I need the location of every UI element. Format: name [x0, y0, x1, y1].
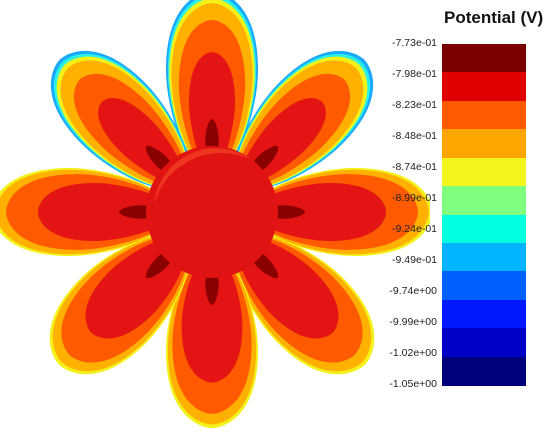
potential-contour-figure — [0, 0, 433, 429]
legend-tick-label: -7.98e-01 — [392, 68, 437, 80]
legend-swatch — [442, 242, 526, 272]
legend-tick-label: -8.99e-01 — [392, 192, 437, 204]
flower-contour-plot — [0, 0, 433, 429]
legend-tick-label: -9.99e+00 — [389, 316, 437, 328]
legend-tick-label: -8.23e-01 — [392, 99, 437, 111]
legend-swatch — [442, 44, 526, 74]
petal-contour-band — [189, 52, 235, 172]
legend-tick-label: -1.02e+00 — [389, 347, 437, 359]
color-legend: Potential (V) — [425, 0, 550, 430]
petal — [235, 50, 374, 189]
legend-swatch — [442, 214, 526, 244]
legend-tick-label: -8.74e-01 — [392, 161, 437, 173]
legend-swatch — [442, 186, 526, 216]
legend-title: Potential (V) — [444, 8, 544, 27]
petal — [0, 168, 172, 256]
legend-swatch — [442, 100, 526, 130]
legend-tick-label: -9.74e+00 — [389, 285, 437, 297]
petal — [166, 252, 258, 429]
legend-swatch — [442, 129, 526, 159]
legend-tick-label: -7.73e-01 — [392, 37, 437, 49]
legend-tick-label: -9.49e-01 — [392, 254, 437, 266]
petal-contour-band — [37, 182, 172, 242]
legend-swatch — [442, 271, 526, 301]
petal-contour-band — [181, 252, 243, 383]
legend-colorbar — [442, 44, 526, 386]
petal-contour-band — [252, 182, 387, 242]
legend-swatch — [442, 72, 526, 102]
central-sphere — [146, 146, 278, 278]
legend-tick-label: -1.05e+00 — [389, 378, 437, 390]
legend-swatch — [442, 299, 526, 329]
legend-swatch — [442, 157, 526, 187]
legend-swatch — [442, 356, 526, 386]
legend-swatch — [442, 328, 526, 358]
legend-tick-label: -9.24e-01 — [392, 223, 437, 235]
petals-group — [0, 0, 433, 429]
central-sphere-highlight — [154, 148, 252, 204]
petal — [252, 168, 433, 256]
petal — [50, 50, 189, 189]
legend-tick-label: -8.48e-01 — [392, 130, 437, 142]
